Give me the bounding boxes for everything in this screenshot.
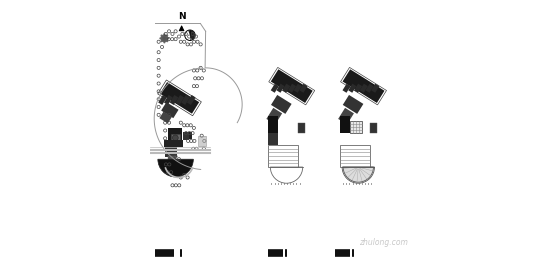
Polygon shape <box>160 82 199 114</box>
Polygon shape <box>267 108 282 124</box>
Polygon shape <box>277 84 284 93</box>
Wedge shape <box>158 159 193 177</box>
Polygon shape <box>338 108 354 124</box>
Bar <box>268 145 298 167</box>
Bar <box>268 116 278 133</box>
Bar <box>189 132 192 139</box>
Polygon shape <box>165 37 169 39</box>
Circle shape <box>172 135 178 141</box>
Circle shape <box>185 30 195 40</box>
Polygon shape <box>348 84 356 93</box>
Polygon shape <box>366 84 374 93</box>
Polygon shape <box>343 95 363 114</box>
Polygon shape <box>271 95 292 114</box>
Text: zhulong.com: zhulong.com <box>358 238 408 247</box>
Polygon shape <box>160 37 165 39</box>
Polygon shape <box>161 35 165 38</box>
Polygon shape <box>343 84 351 93</box>
Polygon shape <box>164 38 165 43</box>
Polygon shape <box>158 95 167 105</box>
Polygon shape <box>271 69 312 103</box>
Bar <box>370 123 376 133</box>
Polygon shape <box>360 84 368 93</box>
Polygon shape <box>175 95 184 105</box>
Bar <box>165 147 177 157</box>
Polygon shape <box>170 95 179 105</box>
Wedge shape <box>343 167 374 182</box>
Bar <box>184 132 189 140</box>
Bar <box>298 123 305 133</box>
Polygon shape <box>164 34 165 38</box>
Polygon shape <box>343 69 385 103</box>
Polygon shape <box>165 38 167 42</box>
Polygon shape <box>354 84 362 93</box>
Polygon shape <box>187 95 195 105</box>
Polygon shape <box>300 84 307 93</box>
Polygon shape <box>165 35 167 38</box>
Text: N: N <box>178 13 185 21</box>
Polygon shape <box>161 102 179 118</box>
Polygon shape <box>161 38 165 42</box>
Bar <box>198 136 206 146</box>
Polygon shape <box>164 95 172 105</box>
Polygon shape <box>282 84 290 93</box>
Polygon shape <box>160 111 172 123</box>
Polygon shape <box>371 84 379 93</box>
Bar <box>350 121 362 133</box>
Bar <box>340 116 350 133</box>
Polygon shape <box>293 84 302 93</box>
Polygon shape <box>270 84 279 93</box>
Bar <box>340 145 370 167</box>
Bar <box>164 140 184 147</box>
Polygon shape <box>181 95 190 105</box>
Bar <box>168 128 182 140</box>
Bar <box>168 156 176 162</box>
Wedge shape <box>188 30 195 40</box>
Bar <box>171 134 180 142</box>
Bar <box>268 133 278 145</box>
Polygon shape <box>288 84 296 93</box>
